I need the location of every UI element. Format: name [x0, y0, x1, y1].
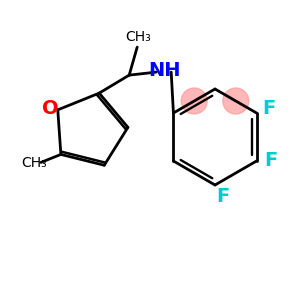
Circle shape [223, 88, 249, 114]
Text: NH: NH [148, 61, 180, 80]
Text: CH₃: CH₃ [125, 30, 151, 44]
Text: O: O [43, 99, 59, 119]
Text: F: F [262, 100, 275, 118]
Text: CH₃: CH₃ [21, 156, 47, 170]
Text: F: F [264, 152, 277, 170]
Text: F: F [216, 188, 230, 206]
Circle shape [181, 88, 207, 114]
